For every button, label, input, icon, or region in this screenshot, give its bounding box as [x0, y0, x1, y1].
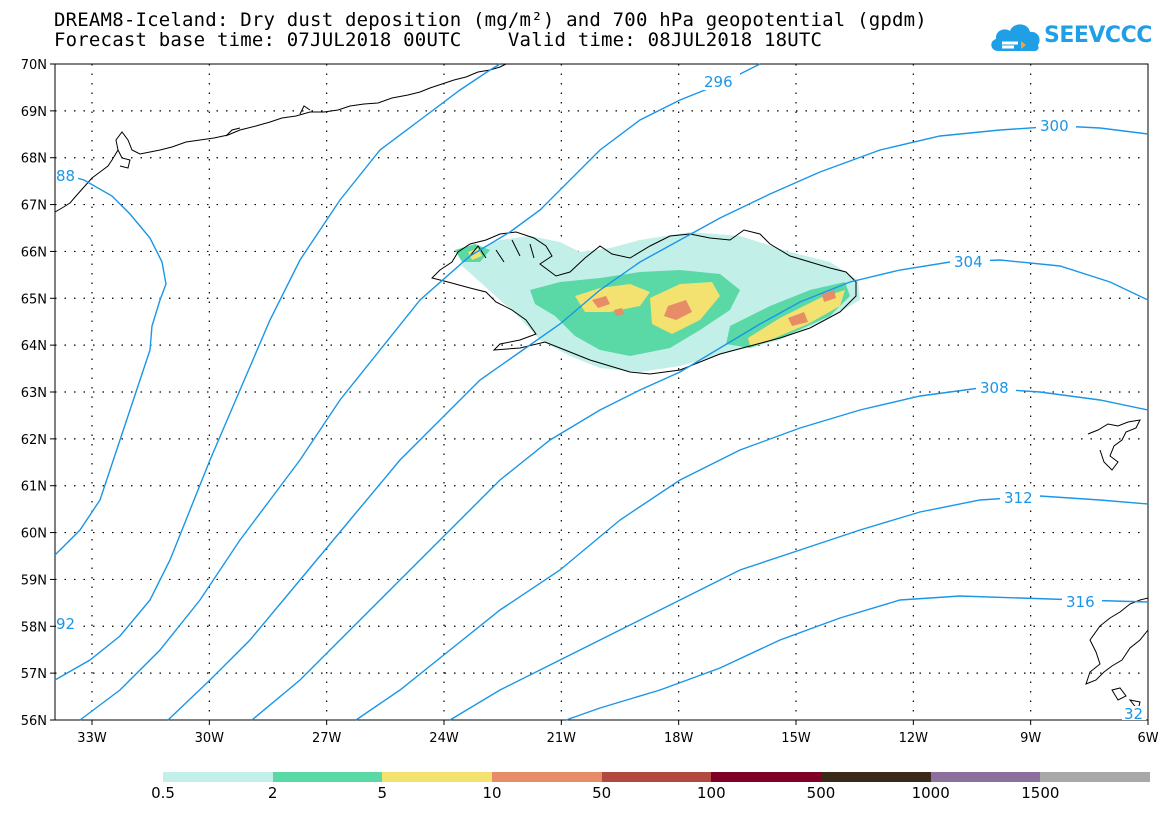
legend-label: 100 [697, 784, 726, 802]
latitude-label: 56N [21, 714, 47, 729]
legend-swatch [930, 772, 1041, 782]
legend-swatch [272, 772, 383, 782]
contour-label-308: 308 [980, 379, 1009, 397]
contour-label-292: 92 [56, 615, 75, 633]
legend-swatch [711, 772, 822, 782]
legend-label: 10 [482, 784, 502, 802]
logo-text: SEEVCCC [1044, 23, 1152, 48]
contour-label-312: 312 [1004, 489, 1033, 507]
legend-label: 500 [806, 784, 836, 802]
color-legend [163, 772, 1151, 782]
latitude-label: 57N [21, 667, 47, 682]
contour-label-296: 296 [704, 73, 733, 91]
latitude-label: 65N [21, 292, 47, 307]
dust-deposition-field [455, 232, 860, 372]
latitude-label: 58N [21, 620, 47, 635]
legend-label: 1000 [911, 784, 950, 802]
longitude-label: 33W [77, 731, 107, 746]
contour-label-304: 304 [954, 253, 983, 271]
legend-label: 1500 [1021, 784, 1060, 802]
cloud-icon [991, 24, 1040, 51]
contour-label-320: 32 [1124, 705, 1143, 723]
longitude-label: 21W [547, 731, 577, 746]
contour-label-288: 88 [56, 167, 75, 185]
longitude-label: 18W [664, 731, 694, 746]
latitude-label: 69N [21, 105, 47, 120]
latitude-label: 68N [21, 152, 47, 167]
longitude-labels: 33W 30W 27W 24W 21W 18W 15W 12W 9W 6W [77, 731, 1158, 746]
axis-ticks [50, 63, 1149, 725]
map-subtitle: Forecast base time: 07JUL2018 00UTC Vali… [54, 29, 823, 51]
latitude-label: 59N [21, 573, 47, 588]
legend-label: 2 [267, 784, 278, 802]
latitude-label: 70N [21, 58, 47, 73]
latitude-label: 67N [21, 199, 47, 214]
latitude-label: 64N [21, 339, 47, 354]
legend-label: 0.5 [151, 784, 175, 802]
longitude-label: 27W [312, 731, 342, 746]
latitude-labels: 70N 69N 68N 67N 66N 65N 64N 63N 62N 61N 60N 59N 58N 5… [21, 58, 47, 729]
contour-label-300: 300 [1040, 117, 1069, 135]
latitude-label: 61N [21, 480, 47, 495]
latitude-label: 63N [21, 386, 47, 401]
longitude-label: 12W [899, 731, 929, 746]
legend-swatch [1040, 772, 1151, 782]
legend-swatch [601, 772, 712, 782]
longitude-label: 30W [195, 731, 225, 746]
greenland-coastline [54, 63, 507, 213]
map-title: DREAM8-Iceland: Dry dust deposition (mg/… [54, 9, 927, 31]
contour-label-316: 316 [1066, 593, 1095, 611]
legend-swatch [492, 772, 602, 782]
latitude-label: 60N [21, 527, 47, 542]
legend-swatch [821, 772, 931, 782]
seevccc-logo: SEEVCCC [988, 17, 1152, 57]
contour-labels: 296 300 304 308 312 316 88 92 32 [56, 72, 1146, 723]
longitude-label: 9W [1020, 731, 1041, 746]
legend-swatch [163, 772, 273, 782]
latitude-label: 62N [21, 433, 47, 448]
longitude-label: 15W [781, 731, 811, 746]
legend-label: 50 [592, 784, 612, 802]
legend-swatch [382, 772, 493, 782]
longitude-label: 24W [429, 731, 459, 746]
latitude-label: 66N [21, 245, 47, 260]
plot-frame [54, 63, 1149, 721]
legend-label: 5 [377, 784, 388, 802]
longitude-label: 6W [1137, 731, 1158, 746]
